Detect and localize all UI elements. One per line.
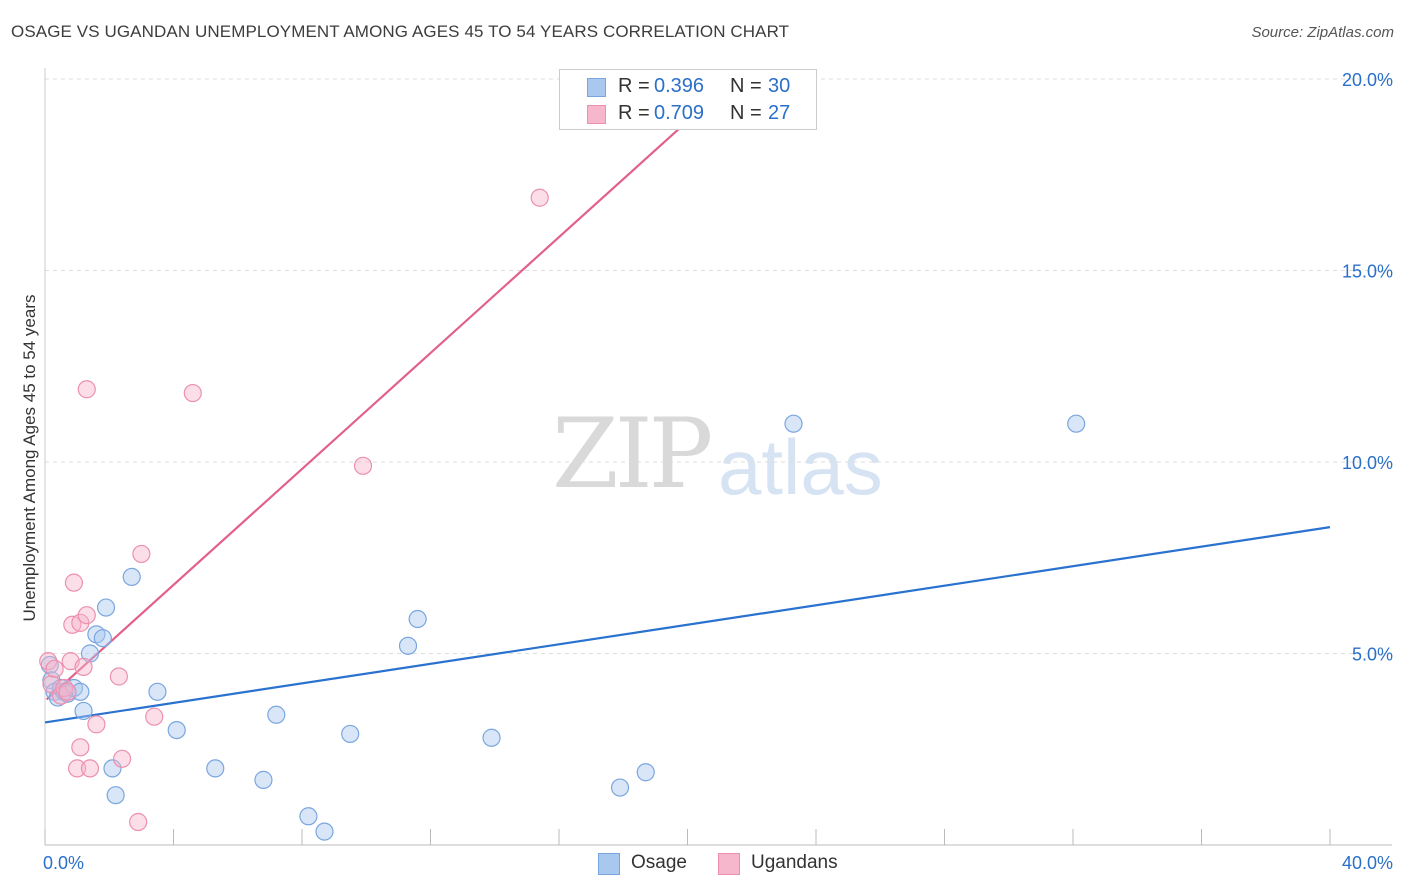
y-tick-label: 10.0% — [1342, 453, 1393, 473]
data-point-osage — [93, 629, 112, 648]
legend-row-ugandans: R = 0.709 N = 27 — [560, 101, 816, 127]
data-point-ugandans — [80, 759, 100, 778]
legend-swatch-osage — [587, 78, 606, 97]
data-point-ugandans — [112, 749, 132, 768]
data-point-ugandans — [530, 188, 549, 207]
correlation-legend: R = 0.396 N = 30 R = 0.709 N = 27 — [559, 69, 817, 130]
data-point-osage — [398, 636, 418, 655]
data-point-ugandans — [71, 738, 90, 757]
trend-line-ugandans — [45, 120, 689, 701]
data-point-osage — [148, 682, 167, 701]
data-point-osage — [254, 770, 273, 789]
data-point-ugandans — [77, 606, 96, 625]
data-point-osage — [96, 598, 116, 617]
data-point-ugandans — [45, 659, 64, 678]
data-point-osage — [267, 705, 286, 724]
x-tick-label-min: 0.0% — [43, 853, 84, 873]
legend-r-value: 0.709 — [654, 102, 705, 124]
watermark-atlas: atlas — [718, 423, 883, 511]
bottom-legend-label-osage: Osage — [631, 852, 687, 873]
tick-labels: 5.0% 10.0% 15.0% 20.0% 0.0% 40.0% — [43, 70, 1393, 873]
data-point-ugandans — [87, 715, 106, 734]
data-point-osage — [482, 728, 501, 747]
x-tick-label-max: 40.0% — [1342, 853, 1393, 873]
data-point-ugandans — [109, 667, 128, 686]
data-point-osage — [315, 822, 334, 841]
data-point-ugandans — [132, 544, 151, 564]
chart-title: OSAGE VS UGANDAN UNEMPLOYMENT AMONG AGES… — [11, 22, 790, 41]
data-point-osage — [206, 759, 225, 778]
y-tick-label: 5.0% — [1352, 645, 1393, 665]
data-point-osage — [74, 701, 93, 721]
data-point-osage — [408, 609, 427, 629]
legend-r-label: R = — [618, 75, 650, 97]
bottom-legend-swatch-osage — [598, 853, 620, 875]
trend-lines — [44, 120, 1331, 724]
data-point-ugandans — [353, 456, 373, 475]
bottom-legend-label-ugandans: Ugandans — [751, 852, 838, 873]
legend-n-value: 30 — [768, 75, 791, 97]
data-point-osage — [1067, 414, 1086, 433]
data-point-ugandans — [74, 657, 93, 677]
legend-r-value: 0.396 — [654, 75, 705, 97]
gridlines — [45, 78, 1392, 654]
legend-r-label: R = — [618, 102, 650, 124]
legend-n-label: N = — [730, 75, 762, 97]
data-point-ugandans — [64, 573, 84, 592]
data-point-ugandans — [58, 682, 77, 701]
data-point-ugandans — [183, 383, 202, 403]
legend-n-label: N = — [730, 102, 762, 124]
legend-swatch-ugandans — [587, 105, 606, 124]
bottom-legend-swatch-ugandans — [718, 853, 740, 875]
y-tick-label: 20.0% — [1342, 70, 1393, 90]
data-point-ugandans — [68, 759, 87, 778]
source-credit: Source: ZipAtlas.com — [1251, 24, 1394, 41]
data-point-osage — [106, 786, 125, 805]
data-point-osage — [103, 759, 122, 778]
data-point-osage — [610, 778, 630, 797]
y-tick-label: 15.0% — [1342, 262, 1393, 282]
data-point-ugandans — [145, 707, 164, 726]
legend-row-osage: R = 0.396 N = 30 — [560, 74, 816, 100]
data-points — [39, 188, 1086, 841]
data-point-osage — [122, 567, 141, 587]
data-point-osage — [784, 414, 803, 433]
data-point-osage — [636, 763, 655, 782]
data-point-osage — [299, 807, 318, 826]
watermark-zip: ZIP — [552, 398, 713, 510]
data-point-ugandans — [77, 380, 96, 399]
data-point-osage — [167, 720, 186, 740]
legend-n-value: 27 — [768, 102, 791, 124]
data-point-ugandans — [129, 812, 148, 832]
data-point-osage — [341, 724, 360, 744]
axes — [44, 68, 1392, 846]
trend-line-osage — [44, 526, 1331, 724]
